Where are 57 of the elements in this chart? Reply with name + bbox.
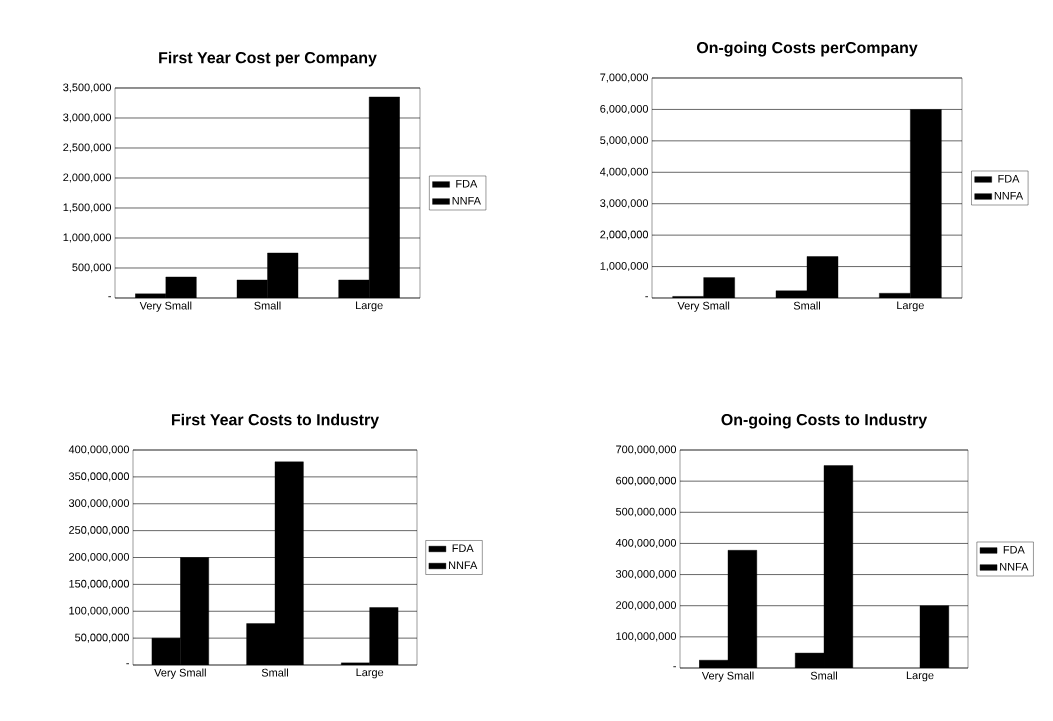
- legend-label: NNFA: [1000, 563, 1029, 571]
- y-tick-label: 200,000,000: [69, 552, 130, 563]
- y-tick-label: 2,000,000: [63, 173, 112, 183]
- y-tick-label: 500,000: [72, 263, 112, 273]
- y-tick-label: 1,500,000: [63, 203, 112, 213]
- chart-title: First Year Costs to Industry: [171, 413, 379, 429]
- x-tick-label: Large: [356, 301, 383, 312]
- x-tick-label: Very Small: [701, 671, 754, 682]
- x-tick-label: Large: [906, 671, 934, 682]
- y-tick-label: 4,000,000: [599, 167, 649, 177]
- x-tick-label: Small: [261, 668, 288, 677]
- y-tick-label: 3,500,000: [63, 83, 112, 93]
- chart-title: On-going Costs perCompany: [696, 41, 918, 57]
- x-tick-label: Large: [356, 668, 384, 679]
- y-tick-label: 5,000,000: [600, 136, 649, 146]
- y-tick-label: 300,000,000: [68, 499, 130, 509]
- y-tick-label: -: [673, 666, 676, 668]
- legend-label: FDA: [452, 544, 474, 553]
- y-tick-label: 250,000,000: [69, 526, 130, 536]
- y-tick-label: 500,000,000: [615, 507, 677, 517]
- y-tick-label: 100,000,000: [616, 632, 677, 642]
- x-tick-label: Small: [254, 301, 281, 310]
- x-tick-label: Small: [793, 301, 820, 310]
- x-tick-label: Small: [810, 671, 837, 680]
- chart-title: First Year Cost per Company: [159, 51, 377, 67]
- y-tick-label: 400,000,000: [615, 538, 677, 548]
- y-tick-label: 7,000,000: [600, 73, 649, 83]
- y-tick-label: 600,000,000: [616, 476, 677, 486]
- x-tick-label: Very Small: [677, 301, 730, 312]
- y-tick-label: 400,000,000: [68, 445, 130, 455]
- y-tick-label: 2,000,000: [600, 230, 649, 240]
- legend-label: NNFA: [449, 561, 478, 570]
- y-tick-label: 50,000,000: [75, 633, 130, 643]
- legend-label: FDA: [998, 174, 1020, 183]
- legend-label: FDA: [456, 179, 478, 188]
- y-tick-label: 3,000,000: [600, 199, 649, 209]
- y-tick-label: 100,000,000: [69, 606, 130, 616]
- legend-label: NNFA: [452, 196, 481, 205]
- legend-label: NNFA: [994, 192, 1024, 200]
- y-tick-label: -: [126, 663, 129, 665]
- y-tick-label: 300,000,000: [615, 570, 677, 580]
- y-tick-label: 700,000,000: [616, 445, 677, 455]
- y-tick-label: 2,500,000: [63, 143, 112, 153]
- y-tick-label: 1,000,000: [600, 262, 649, 272]
- x-tick-label: Very Small: [154, 668, 206, 679]
- y-tick-label: 3,000,000: [63, 113, 112, 123]
- y-tick-label: 6,000,000: [600, 104, 649, 114]
- legend-label: FDA: [1003, 545, 1025, 554]
- y-tick-label: 350,000,000: [68, 472, 130, 482]
- y-tick-label: 1,000,000: [63, 233, 112, 243]
- y-tick-label: -: [645, 296, 648, 298]
- chart-title: On-going Costs to Industry: [721, 413, 928, 429]
- x-tick-label: Large: [897, 301, 924, 312]
- y-tick-label: 150,000,000: [69, 579, 130, 589]
- y-tick-label: -: [108, 296, 111, 298]
- x-tick-label: Very Small: [139, 301, 192, 312]
- y-tick-label: 200,000,000: [616, 601, 677, 611]
